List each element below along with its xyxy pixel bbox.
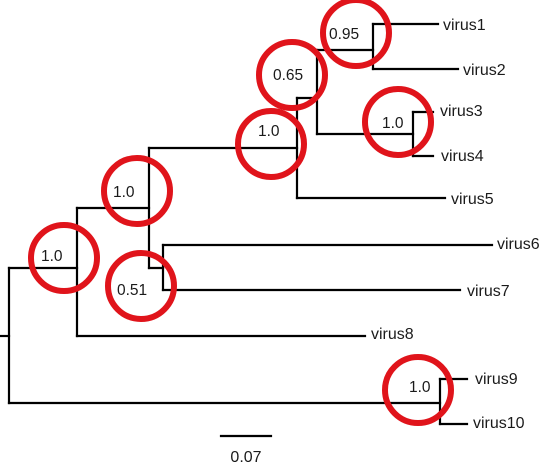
tip-label-virus9: virus9 (475, 371, 518, 388)
tip-label-virus6: virus6 (497, 236, 540, 253)
highlight-circles (28, 0, 454, 426)
tip-label-virus1: virus1 (443, 17, 486, 34)
highlight-circle-clade-1-7 (101, 155, 173, 227)
tip-label-virus2: virus2 (463, 62, 506, 79)
support-label-clade-1-8: 1.0 (41, 248, 63, 265)
support-values: 0.95 0.65 1.0 1.0 1.0 1.0 0.51 1.0 (41, 26, 431, 396)
highlight-circle-clade-1-5 (235, 108, 307, 180)
highlight-circle-clade-6-7 (105, 250, 177, 322)
highlight-circle-clade-9-10 (382, 354, 454, 426)
tip-label-virus10: virus10 (473, 415, 525, 432)
highlight-circle-clade-1-4 (256, 39, 328, 111)
support-label-clade-3-4: 1.0 (382, 115, 404, 132)
support-label-clade-9-10: 1.0 (409, 379, 431, 396)
tip-labels: virus1 virus2 virus3 virus4 virus5 virus… (371, 17, 540, 432)
scale-bar: 0.07 (219, 434, 273, 466)
support-label-clade-1-2: 0.95 (329, 26, 359, 43)
highlight-circle-clade-3-4 (362, 86, 434, 158)
tip-label-virus8: virus8 (371, 326, 414, 343)
support-label-clade-1-5: 1.0 (258, 123, 280, 140)
support-label-clade-6-7: 0.51 (117, 282, 147, 299)
tip-label-virus3: virus3 (440, 103, 483, 120)
support-label-clade-1-4: 0.65 (273, 67, 303, 84)
tip-label-virus7: virus7 (467, 283, 510, 300)
tip-label-virus4: virus4 (441, 148, 484, 165)
scale-bar-label: 0.07 (230, 449, 261, 466)
highlight-circle-clade-1-2 (320, 0, 392, 69)
support-label-clade-1-7: 1.0 (113, 184, 135, 201)
highlight-circle-clade-1-8 (28, 222, 100, 294)
tip-label-virus5: virus5 (451, 191, 494, 208)
